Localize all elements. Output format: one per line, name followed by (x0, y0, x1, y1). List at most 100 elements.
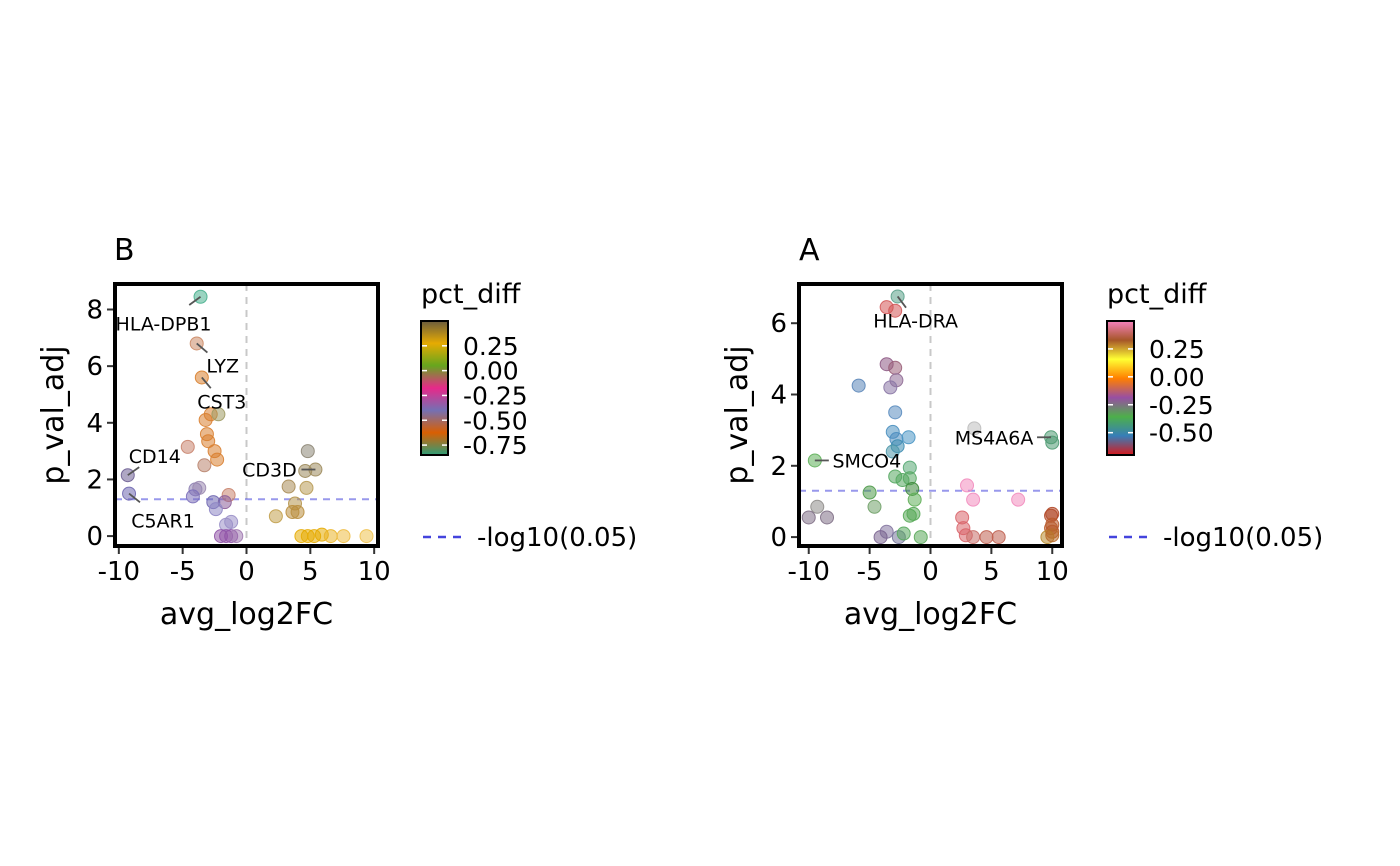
point-label: CST3 (197, 391, 246, 413)
x-tick-label: 0 (922, 557, 939, 587)
y-tick-label: 4 (86, 409, 103, 439)
label-leader (188, 296, 202, 306)
legend-colorbar (420, 320, 449, 456)
legend-tick-label: -0.50 (463, 406, 528, 435)
data-point (888, 303, 903, 318)
y-tick-label: 2 (86, 465, 103, 495)
panel-tag: A (799, 233, 820, 268)
y-tick-label: 8 (86, 295, 103, 325)
y-tick-label: 6 (86, 352, 103, 382)
legend: pct_diff 0.250.00-0.25-0.50-0.75 -log10(0.… (420, 279, 637, 553)
legend-tick-label: -0.75 (463, 431, 528, 460)
data-point (185, 489, 200, 504)
data-point (210, 452, 225, 467)
data-point (885, 444, 900, 459)
data-point (336, 529, 351, 544)
y-axis-title: p_val_adj (36, 345, 71, 484)
point-label: HLA-DRA (873, 310, 958, 332)
data-point (208, 502, 223, 517)
legend-tick-label: -0.25 (463, 381, 528, 410)
data-point (979, 530, 994, 545)
x-tick-label: 10 (358, 557, 391, 587)
label-leader (128, 492, 141, 504)
panel-B: B HLA-DPB1 LYZ CST3 CD14 C5AR1 CD3D -10 -5 0 5 10 0 2… (36, 233, 637, 632)
legend-colorbar (1106, 320, 1135, 456)
data-point (298, 463, 313, 478)
data-point (198, 412, 213, 427)
data-point (966, 492, 981, 507)
data-point (197, 458, 212, 473)
data-point (888, 405, 903, 420)
y-tick-label: 0 (770, 523, 787, 553)
data-point (323, 529, 338, 544)
x-axis-title: avg_log2FC (160, 597, 333, 632)
data-point (224, 514, 239, 529)
label-leader (896, 295, 907, 309)
x-tick-label: -10 (98, 557, 140, 587)
x-axis-title: avg_log2FC (844, 597, 1017, 632)
point-label: SMCO4 (832, 450, 901, 472)
panel-A: A HLA-DRA SMCO4 MS4A6A -10 -5 0 5 10 0 2 4 6 avg_log2… (720, 233, 1323, 632)
data-point (907, 492, 922, 507)
panel-tag: B (114, 233, 135, 268)
threshold-legend-label: -log10(0.05) (477, 523, 637, 553)
data-point (888, 360, 903, 375)
data-point (851, 378, 866, 393)
plot-area (799, 284, 1062, 546)
plot-area (115, 284, 378, 546)
x-tick-label: -5 (857, 557, 883, 587)
legend-tick-label: 0.00 (1149, 363, 1205, 392)
legend-title: pct_diff (1107, 279, 1208, 310)
data-point (913, 530, 928, 545)
data-point (901, 430, 916, 445)
data-point (229, 529, 244, 544)
legend-tick-label: -0.50 (1149, 419, 1214, 448)
data-point (1045, 435, 1060, 450)
point-label: LYZ (206, 355, 239, 377)
legend-tick-label: -0.25 (1149, 391, 1214, 420)
data-point (268, 509, 283, 524)
y-tick-label: 2 (770, 452, 787, 482)
data-point (960, 478, 975, 493)
data-point (991, 530, 1006, 545)
data-point (820, 510, 835, 525)
legend-tick-label: 0.00 (463, 357, 519, 386)
point-label: CD3D (242, 460, 297, 482)
data-point (1045, 528, 1060, 543)
data-point (1011, 492, 1026, 507)
plot-border (797, 282, 1064, 548)
data-point (810, 499, 825, 514)
legend-title: pct_diff (421, 279, 522, 310)
plot-border (113, 282, 380, 548)
threshold-legend-label: -log10(0.05) (1163, 523, 1323, 553)
point-label: HLA-DPB1 (116, 314, 212, 336)
y-tick-label: 4 (770, 381, 787, 411)
label-leader (196, 342, 208, 354)
data-point (902, 508, 917, 523)
data-point (896, 526, 911, 541)
x-tick-label: -5 (170, 557, 196, 587)
data-point (967, 421, 982, 436)
data-point (359, 529, 374, 544)
data-point (883, 380, 898, 395)
data-point (867, 499, 882, 514)
y-tick-label: 6 (770, 309, 787, 339)
y-tick-label: 0 (86, 522, 103, 552)
label-leader (127, 466, 140, 476)
data-point (862, 485, 877, 500)
data-point (180, 439, 195, 454)
x-tick-label: 10 (1036, 557, 1069, 587)
legend-tick-label: 0.25 (463, 332, 519, 361)
data-point (873, 530, 888, 545)
point-label: CD14 (129, 446, 181, 468)
data-point (211, 407, 226, 422)
point-label: C5AR1 (131, 511, 195, 533)
data-point (201, 434, 216, 449)
x-tick-label: -10 (788, 557, 830, 587)
data-point (281, 479, 296, 494)
y-axis-title: p_val_adj (720, 345, 755, 484)
legend: pct_diff 0.250.00-0.25-0.50 -log10(0.05) (1106, 279, 1323, 553)
data-point (300, 444, 315, 459)
point-label: MS4A6A (955, 427, 1034, 449)
